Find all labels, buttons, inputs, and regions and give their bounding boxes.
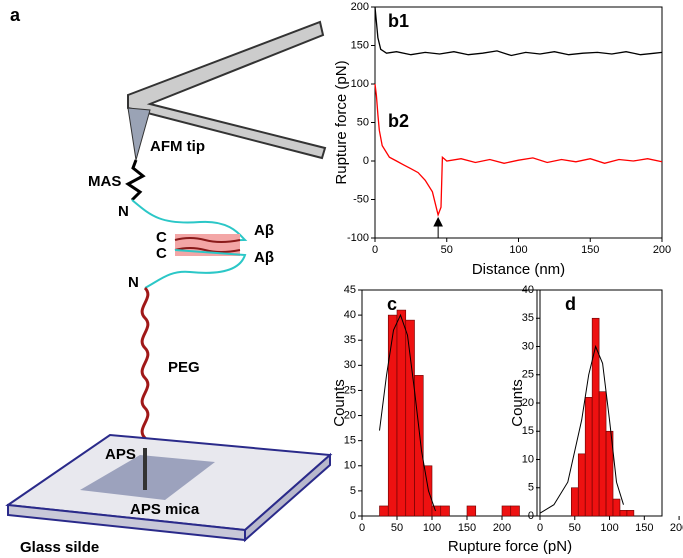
linker: [125, 159, 146, 202]
strand: [174, 237, 241, 253]
y-tick-label: 0: [350, 510, 356, 522]
y-axis-label: Counts: [331, 379, 348, 427]
x-axis-label: Distance (nm): [472, 261, 565, 278]
peptide: [131, 199, 248, 243]
bar: [577, 453, 586, 517]
label: APS mica: [130, 501, 200, 518]
y-tick-label: 25: [344, 384, 356, 396]
x-tick-label: 100: [423, 522, 441, 534]
plot-frame: [374, 6, 663, 239]
panel-label: c: [387, 294, 397, 314]
y-tick-label: 0: [363, 155, 369, 167]
x-tick-label: 100: [600, 522, 618, 534]
y-tick-label: 20: [344, 409, 356, 421]
y-tick-label: 25: [522, 369, 534, 381]
label: Aβ: [254, 249, 274, 266]
bar: [501, 505, 512, 517]
bar: [379, 505, 389, 517]
x-tick-label: 50: [569, 522, 581, 534]
label: MAS: [88, 173, 121, 190]
label: C: [156, 229, 167, 246]
x-tick-label: 0: [359, 522, 365, 534]
bar: [387, 314, 398, 517]
y-tick-label: 50: [357, 116, 369, 128]
x-tick-label: 150: [635, 522, 653, 534]
label: PEG: [168, 359, 200, 376]
bar: [422, 465, 433, 517]
bar: [570, 487, 579, 517]
x-tick-label: 200: [670, 522, 683, 534]
y-tick-label: 10: [522, 453, 534, 465]
y-tick-label: 5: [528, 482, 534, 494]
x-tick-label: 150: [581, 244, 599, 256]
y-tick-label: 150: [351, 39, 369, 51]
peptide: [144, 249, 247, 289]
y-axis-label: Rupture force (pN): [333, 60, 350, 184]
bar: [396, 309, 407, 517]
x-tick-label: 100: [509, 244, 527, 256]
x-tick-label: 200: [493, 522, 511, 534]
y-tick-label: 30: [344, 359, 356, 371]
bar: [414, 375, 424, 517]
line: [374, 6, 663, 57]
x-tick-label: 0: [537, 522, 543, 534]
bar: [619, 510, 628, 517]
glass-slide-edge: [244, 452, 331, 543]
x-tick-label: 200: [653, 244, 671, 256]
tip: [127, 107, 151, 161]
annotation: b1: [388, 11, 409, 31]
x-axis-label: Rupture force (pN): [448, 538, 572, 555]
bar: [626, 510, 635, 517]
label: Aβ: [254, 222, 274, 239]
y-axis-label: Counts: [509, 379, 526, 427]
bar: [612, 498, 621, 517]
y-tick-label: 15: [522, 425, 534, 437]
mica: [80, 455, 215, 500]
y-tick-label: 15: [344, 435, 356, 447]
y-tick-label: 200: [351, 1, 369, 13]
y-tick-label: 45: [344, 284, 356, 296]
arrow: [433, 216, 443, 238]
y-tick-label: 35: [522, 312, 534, 324]
bar: [405, 319, 415, 517]
y-tick-label: 0: [528, 510, 534, 522]
label: N: [118, 203, 129, 220]
cantilever: [127, 20, 327, 160]
label: APS: [105, 446, 136, 463]
y-tick-label: -50: [353, 193, 369, 205]
diagram: a AFM tip MAS N C C Aβ Aβ N PEG APS APS …: [5, 5, 333, 556]
label: AFM tip: [150, 138, 205, 155]
x-tick-label: 50: [391, 522, 403, 534]
annotation: b2: [388, 111, 409, 131]
y-tick-label: 40: [522, 284, 534, 296]
y-tick-label: 40: [344, 309, 356, 321]
label: C: [156, 245, 167, 262]
peg: [140, 286, 150, 459]
x-tick-label: 0: [372, 244, 378, 256]
fit-curve: [539, 344, 624, 514]
panel-label: a: [10, 5, 21, 25]
bar: [466, 505, 477, 517]
line: [374, 83, 663, 218]
y-tick-label: 20: [522, 397, 534, 409]
label: N: [128, 274, 139, 291]
y-tick-label: 35: [344, 334, 356, 346]
bar: [605, 430, 614, 517]
panel-label: d: [565, 294, 576, 314]
y-tick-label: 5: [350, 485, 356, 497]
bar: [584, 397, 593, 517]
fit-curve: [379, 313, 436, 512]
y-tick-label: 100: [351, 78, 369, 90]
y-tick-label: -100: [347, 232, 369, 244]
bar: [510, 505, 520, 517]
x-tick-label: 50: [441, 244, 453, 256]
bar: [440, 505, 450, 517]
label: Glass silde: [20, 539, 99, 556]
y-tick-label: 30: [522, 340, 534, 352]
x-tick-label: 150: [458, 522, 476, 534]
bar: [431, 505, 442, 517]
bar: [598, 391, 607, 517]
y-tick-label: 10: [344, 460, 356, 472]
